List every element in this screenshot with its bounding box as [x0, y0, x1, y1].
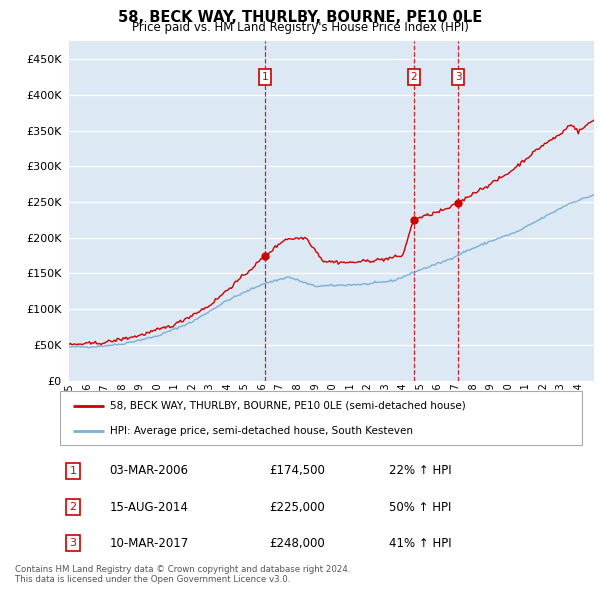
- Text: Contains HM Land Registry data © Crown copyright and database right 2024.: Contains HM Land Registry data © Crown c…: [15, 565, 350, 574]
- Text: £174,500: £174,500: [269, 464, 325, 477]
- Text: 03-MAR-2006: 03-MAR-2006: [110, 464, 188, 477]
- Text: 22% ↑ HPI: 22% ↑ HPI: [389, 464, 451, 477]
- Text: 3: 3: [70, 538, 77, 548]
- Text: 2: 2: [410, 72, 417, 82]
- Text: £225,000: £225,000: [269, 500, 325, 513]
- Text: 3: 3: [455, 72, 461, 82]
- Text: Price paid vs. HM Land Registry's House Price Index (HPI): Price paid vs. HM Land Registry's House …: [131, 21, 469, 34]
- Text: This data is licensed under the Open Government Licence v3.0.: This data is licensed under the Open Gov…: [15, 575, 290, 584]
- Text: 10-MAR-2017: 10-MAR-2017: [110, 536, 189, 549]
- Text: 2: 2: [70, 502, 77, 512]
- Text: 50% ↑ HPI: 50% ↑ HPI: [389, 500, 451, 513]
- FancyBboxPatch shape: [60, 391, 582, 445]
- Text: 58, BECK WAY, THURLBY, BOURNE, PE10 0LE: 58, BECK WAY, THURLBY, BOURNE, PE10 0LE: [118, 10, 482, 25]
- Text: 1: 1: [262, 72, 268, 82]
- Text: 58, BECK WAY, THURLBY, BOURNE, PE10 0LE (semi-detached house): 58, BECK WAY, THURLBY, BOURNE, PE10 0LE …: [110, 401, 466, 411]
- Text: £248,000: £248,000: [269, 536, 325, 549]
- Text: 1: 1: [70, 466, 77, 476]
- Text: HPI: Average price, semi-detached house, South Kesteven: HPI: Average price, semi-detached house,…: [110, 426, 413, 436]
- Text: 41% ↑ HPI: 41% ↑ HPI: [389, 536, 451, 549]
- Text: 15-AUG-2014: 15-AUG-2014: [110, 500, 188, 513]
